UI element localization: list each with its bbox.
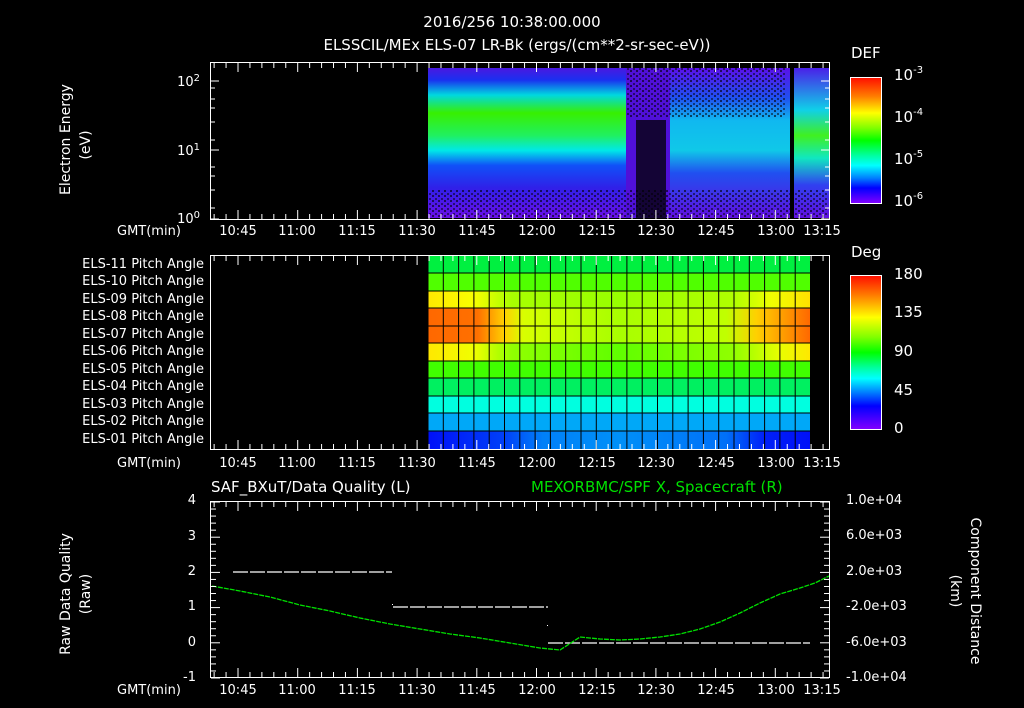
def-tick: 10-5	[894, 149, 924, 168]
def-colorbar-title: DEF	[851, 44, 881, 62]
quality-tick: 3	[187, 529, 196, 544]
row-label: ELS-11 Pitch Angle	[82, 257, 204, 272]
time-tick: 12:15	[578, 456, 616, 471]
row-label: ELS-04 Pitch Angle	[82, 379, 204, 394]
deg-colorbar	[850, 275, 882, 430]
right-series-title: MEXORBMC/SPF X, Spacecraft (R)	[531, 478, 783, 496]
distance-tick: 1.0e+04	[846, 493, 903, 508]
row-label: ELS-02 Pitch Angle	[82, 414, 204, 429]
row-label: ELS-03 Pitch Angle	[82, 397, 204, 412]
deg-tick: 90	[894, 342, 914, 360]
left-series-title: SAF_BXuT/Data Quality (L)	[211, 478, 411, 496]
time-tick: 11:00	[278, 683, 316, 698]
time-tick: 10:45	[219, 456, 257, 471]
time-tick: 11:30	[398, 456, 436, 471]
energy-tick-1: 100	[177, 210, 200, 227]
time-tick: 12:15	[578, 683, 616, 698]
time-tick: 12:45	[697, 456, 735, 471]
time-tick: 13:15	[803, 456, 841, 471]
def-tick: 10-6	[894, 191, 924, 210]
distance-tick: 6.0e+03	[846, 528, 903, 543]
time-tick: 12:45	[697, 683, 735, 698]
energy-axis-unit: (eV)	[78, 130, 94, 160]
time-tick: 12:15	[578, 224, 616, 239]
deg-colorbar-title: Deg	[851, 243, 882, 261]
time-tick: 13:00	[757, 683, 795, 698]
distance-tick: -6.0e+03	[846, 635, 907, 650]
time-tick: 11:15	[338, 224, 376, 239]
row-label: ELS-01 Pitch Angle	[82, 432, 204, 447]
time-tick: 12:30	[637, 224, 675, 239]
time-tick: 11:00	[278, 456, 316, 471]
time-tick: 13:00	[757, 456, 795, 471]
time-tick: 13:15	[803, 224, 841, 239]
quality-tick: 1	[187, 599, 196, 614]
distance-tick: 2.0e+03	[846, 564, 903, 579]
time-tick: 11:00	[278, 224, 316, 239]
quality-tick: 2	[187, 564, 196, 579]
time-tick: 13:15	[803, 683, 841, 698]
time-tick: 11:30	[398, 224, 436, 239]
time-tick: 11:45	[458, 683, 496, 698]
quality-tick: -1	[183, 670, 196, 685]
def-tick: 10-3	[894, 65, 924, 84]
deg-tick: 45	[894, 381, 914, 399]
quality-axis-unit: (Raw)	[78, 573, 94, 615]
quality-axis-label: Raw Data Quality	[58, 533, 74, 655]
time-axis-label: GMT(min)	[117, 224, 181, 239]
time-tick: 10:45	[219, 683, 257, 698]
energy-tick-100: 102	[177, 73, 200, 90]
plot-title: ELSSCIL/MEx ELS-07 LR-Bk (ergs/(cm**2-sr…	[323, 36, 711, 54]
quality-tick: 4	[187, 493, 196, 508]
distance-axis-unit: (km)	[947, 574, 963, 608]
time-tick: 10:45	[219, 224, 257, 239]
row-label: ELS-08 Pitch Angle	[82, 309, 204, 324]
distance-tick: -1.0e+04	[846, 670, 907, 685]
time-tick: 11:45	[458, 224, 496, 239]
time-tick: 12:00	[518, 683, 556, 698]
time-tick: 12:45	[697, 224, 735, 239]
deg-tick: 180	[894, 265, 923, 283]
time-tick: 11:15	[338, 683, 376, 698]
def-colorbar	[850, 77, 882, 204]
time-tick: 12:00	[518, 456, 556, 471]
time-tick: 11:15	[338, 456, 376, 471]
time-tick: 12:30	[637, 683, 675, 698]
time-tick: 13:00	[757, 224, 795, 239]
deg-tick: 0	[894, 419, 904, 437]
time-axis-label: GMT(min)	[117, 456, 181, 471]
row-label: ELS-09 Pitch Angle	[82, 292, 204, 307]
time-tick: 12:30	[637, 456, 675, 471]
time-tick: 11:30	[398, 683, 436, 698]
distance-tick: -2.0e+03	[846, 599, 907, 614]
time-tick: 11:45	[458, 456, 496, 471]
time-axis-label: GMT(min)	[117, 683, 181, 698]
row-label: ELS-07 Pitch Angle	[82, 327, 204, 342]
plot-timestamp: 2016/256 10:38:00.000	[423, 13, 601, 31]
energy-axis-label: Electron Energy	[58, 84, 74, 195]
time-tick: 12:00	[518, 224, 556, 239]
def-tick: 10-4	[894, 107, 924, 126]
row-label: ELS-10 Pitch Angle	[82, 274, 204, 289]
deg-tick: 135	[894, 303, 923, 321]
row-label: ELS-05 Pitch Angle	[82, 362, 204, 377]
quality-tick: 0	[187, 635, 196, 650]
row-label: ELS-06 Pitch Angle	[82, 344, 204, 359]
energy-tick-10: 101	[177, 142, 200, 159]
distance-axis-label: Component Distance	[967, 517, 983, 665]
